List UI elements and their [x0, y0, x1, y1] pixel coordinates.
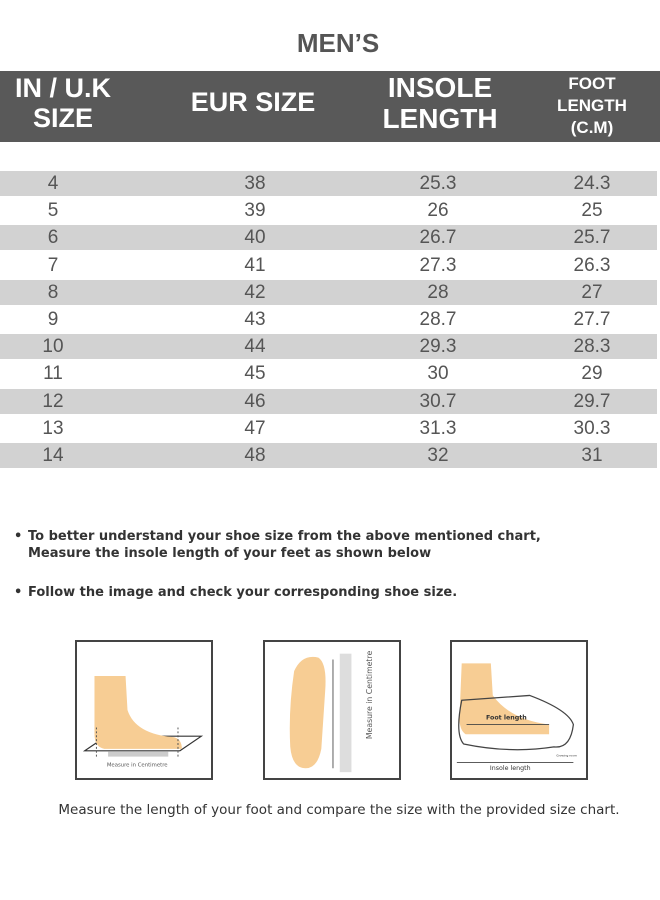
shoe-illustration: Foot length Insole length Growing room [450, 640, 588, 780]
uk-size-cell: 11 [43, 363, 63, 385]
uk-size-cell: 5 [47, 200, 59, 222]
foot-length-cell: 30.3 [573, 417, 611, 439]
table-row: 10 44 29.3 28.3 [0, 334, 657, 360]
foot-length-cell: 27.7 [573, 309, 611, 330]
foot-length-cell: 29.7 [573, 390, 611, 412]
instruction-text: Measure the insole length of your feet a… [28, 546, 432, 561]
uk-size-cell: 12 [42, 390, 64, 412]
uk-size-cell: 10 [42, 336, 64, 358]
insole-length-cell: 28.7 [419, 309, 457, 330]
table-row: 14 48 32 31 [0, 443, 657, 468]
eur-size-cell: 43 [244, 309, 266, 330]
eur-size-cell: 48 [244, 445, 266, 466]
eur-size-cell: 46 [244, 390, 266, 412]
foot-length-cell: 31 [581, 445, 603, 466]
uk-size-cell: 8 [47, 281, 59, 303]
eur-size-cell: 38 [244, 173, 266, 194]
foot-length-label: Foot length [486, 715, 527, 722]
growing-room-label: Growing room [556, 754, 577, 758]
uk-size-cell: 4 [47, 173, 59, 194]
foot-length-cell: 25.7 [573, 227, 611, 249]
uk-size-cell: 7 [47, 254, 59, 276]
side-measure-label: Measure in Centimetre [107, 762, 168, 768]
header-line: INSOLE [387, 72, 493, 103]
eur-size-cell: 45 [244, 363, 266, 385]
uk-size-cell: 9 [47, 309, 59, 330]
insole-length-cell: 26.7 [419, 227, 457, 249]
eur-size-cell: 39 [244, 200, 266, 222]
instruction-text: To better understand your shoe size from… [28, 529, 541, 544]
table-row: 6 40 26.7 25.7 [0, 225, 657, 251]
header-eur-size: EUR SIZE [190, 87, 316, 117]
side-foot-illustration: Measure in Centimetre [75, 640, 213, 780]
header-line: LENGTH [557, 96, 627, 116]
insole-length-cell: 30 [427, 363, 449, 385]
uk-size-cell: 14 [42, 445, 64, 466]
top-foot-illustration: Measure in Centimetre [263, 640, 401, 780]
insole-length-cell: 26 [427, 200, 449, 222]
header-insole-length: INSOLE LENGTH [382, 72, 497, 135]
table-row: 8 42 28 27 [0, 279, 657, 305]
header-line: (C.M) [570, 118, 614, 138]
table-row: 11 45 30 29 [0, 361, 657, 386]
chart-title: MEN’S [296, 28, 380, 58]
insole-length-cell: 30.7 [419, 390, 457, 412]
insole-length-cell: 31.3 [419, 417, 457, 439]
foot-length-cell: 24.3 [573, 173, 611, 194]
header-line: FOOT [568, 74, 616, 93]
header-line: LENGTH [382, 103, 498, 135]
header-line: SIZE [32, 103, 94, 134]
insole-length-cell: 29.3 [419, 336, 457, 358]
eur-size-cell: 47 [244, 417, 266, 439]
insole-length-label: Insole length [490, 765, 531, 772]
foot-length-cell: 25 [581, 200, 603, 222]
instruction-1: • To better understand your shoe size fr… [14, 528, 541, 562]
table-row: 12 46 30.7 29.7 [0, 388, 657, 414]
header-in-uk-size: IN / U.K SIZE [15, 73, 111, 133]
eur-size-cell: 42 [244, 281, 266, 303]
foot-length-cell: 26.3 [573, 254, 611, 276]
table-row: 7 41 27.3 26.3 [0, 253, 657, 278]
table-row: 4 38 25.3 24.3 [0, 171, 657, 196]
insole-length-cell: 32 [427, 445, 449, 466]
insole-length-cell: 25.3 [419, 173, 457, 194]
top-measure-label: Measure in Centimetre [365, 651, 374, 740]
uk-size-cell: 6 [47, 227, 59, 249]
insole-length-cell: 28 [427, 281, 449, 303]
header-foot-length: FOOT LENGTH (C.M) [557, 73, 627, 139]
foot-length-cell: 28.3 [573, 336, 611, 358]
table-header: IN / U.K SIZE EUR SIZE INSOLE LENGTH FOO… [0, 71, 660, 142]
table-row: 9 43 28.7 27.7 [0, 307, 657, 332]
foot-length-cell: 29 [581, 363, 603, 385]
uk-size-cell: 13 [42, 417, 64, 439]
eur-size-cell: 40 [244, 227, 266, 249]
caption: Measure the length of your foot and comp… [58, 802, 620, 818]
eur-size-cell: 44 [244, 336, 266, 358]
table-row: 13 47 31.3 30.3 [0, 416, 657, 441]
foot-length-cell: 27 [581, 281, 603, 303]
insole-length-cell: 27.3 [419, 254, 457, 276]
table-row: 5 39 26 25 [0, 198, 657, 223]
eur-size-cell: 41 [244, 254, 266, 276]
header-line: IN / U.K [14, 73, 112, 103]
bullet-icon: • [14, 529, 23, 544]
bullet-icon: • [14, 585, 23, 600]
instruction-text: Follow the image and check your correspo… [28, 585, 458, 600]
instruction-2: • Follow the image and check your corres… [14, 584, 457, 601]
